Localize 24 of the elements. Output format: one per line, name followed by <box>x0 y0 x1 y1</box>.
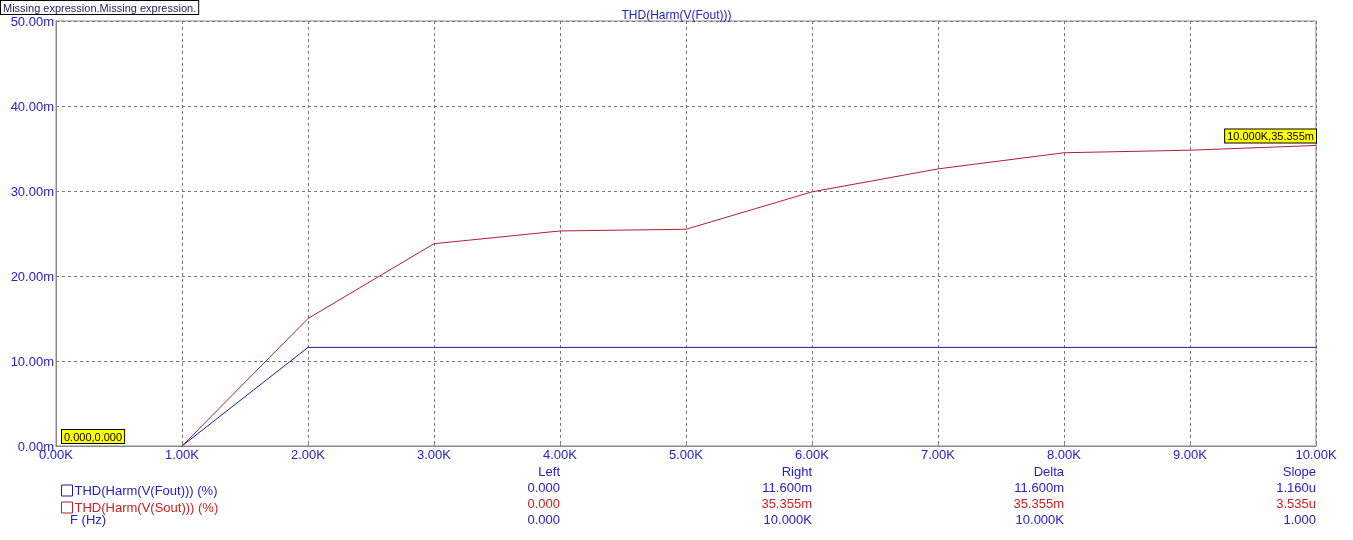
x-tick-label: 5.00K <box>669 447 704 462</box>
annotation: 10.000K,35.355m <box>1227 129 1314 142</box>
y-tick-label: 30.00m <box>10 183 54 199</box>
y-tick-label: 50.00m <box>10 13 54 29</box>
x-tick-label: 1.00K <box>165 447 200 462</box>
y-tick-label: 20.00m <box>10 268 54 284</box>
y-tick-label: 10.00m <box>10 353 54 369</box>
x-tick-label: 9.00K <box>1173 447 1208 462</box>
text: 0.000 11.600m 11.600m 1.160u <box>527 479 1316 495</box>
x-tick-label: 10.00K <box>1295 447 1337 462</box>
y-tick-label: 40.00m <box>10 98 54 114</box>
legend-label: THD(Harm(V(Fout))) (%) <box>74 483 218 498</box>
line-series <box>181 144 1317 447</box>
x-tick-label: 2.00K <box>291 447 326 462</box>
x-tick-label: 3.00K <box>417 447 452 462</box>
text: Missing expression.Missing expression. <box>3 1 197 14</box>
x-tick-label: 7.00K <box>921 447 956 462</box>
text: Left Right Delta Slope <box>538 463 1316 479</box>
x-tick-label: 8.00K <box>1047 447 1082 462</box>
annotation: 0.000,0.000 <box>64 430 123 443</box>
text: 0.000 35.355m 35.355m 3.535u <box>527 495 1316 511</box>
x-tick-label: 4.00K <box>543 447 578 462</box>
x-tick-label: 6.00K <box>795 447 830 462</box>
chart-title: THD(Harm(V(Fout))) <box>621 8 732 22</box>
